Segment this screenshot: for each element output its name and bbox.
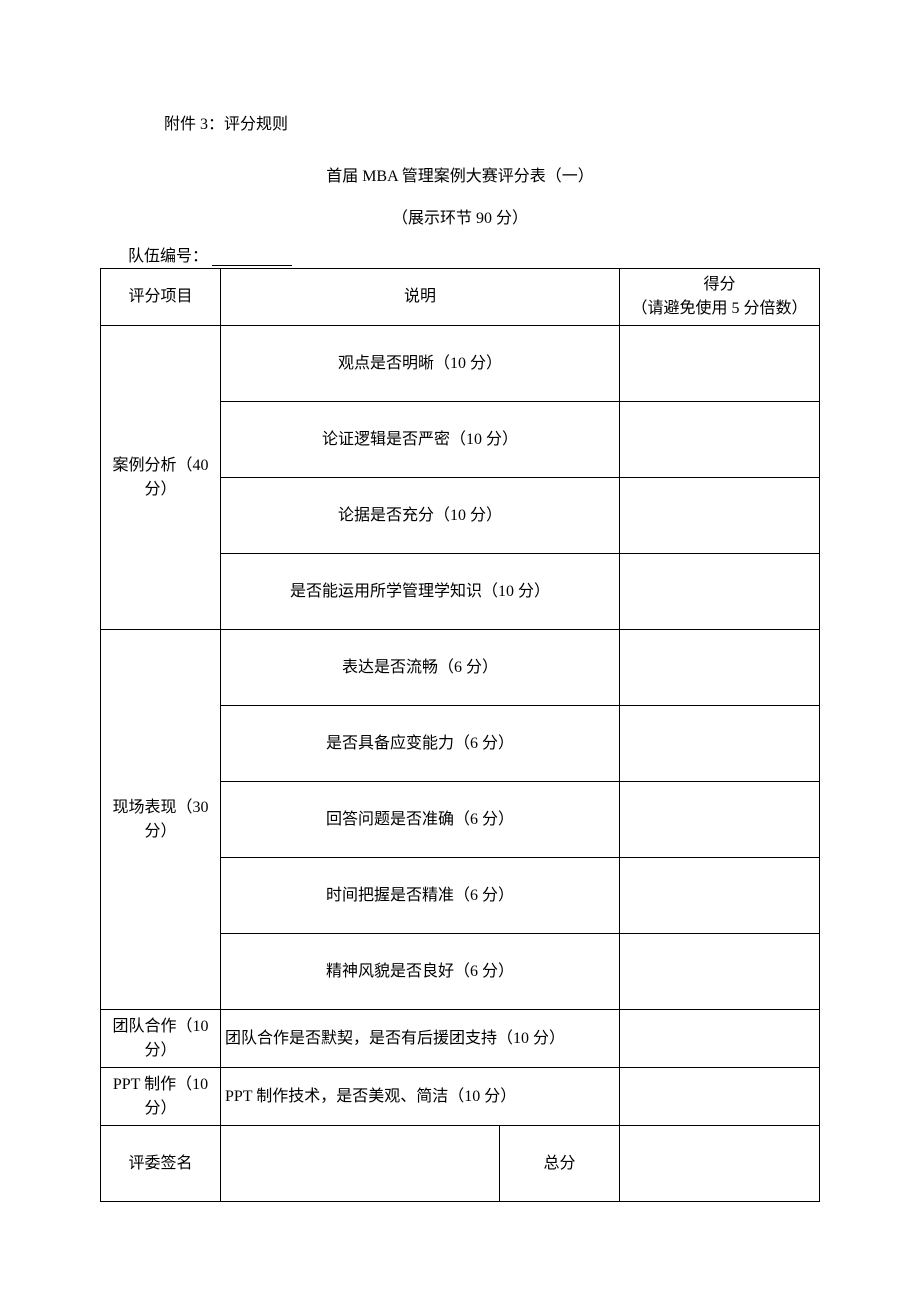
score-cell — [620, 630, 820, 706]
score-table: 评分项目 说明 得分 （请避免使用 5 分倍数） 案例分析（40分） 观点是否明… — [100, 268, 820, 1202]
team-number-blank — [212, 265, 292, 266]
subtitle: （展示环节 90 分） — [100, 204, 820, 228]
table-footer-row: 评委签名 总分 — [101, 1126, 820, 1202]
score-cell — [620, 934, 820, 1010]
criterion: 观点是否明晰（10 分） — [221, 326, 620, 402]
score-cell — [620, 858, 820, 934]
header-score-line1: 得分 — [703, 276, 735, 293]
team-number-line: 队伍编号： — [128, 242, 820, 266]
score-cell — [620, 326, 820, 402]
header-category: 评分项目 — [101, 269, 221, 326]
criterion: 是否能运用所学管理学知识（10 分） — [221, 554, 620, 630]
table-row: PPT 制作（10分） PPT 制作技术，是否美观、简洁（10 分） — [101, 1068, 820, 1126]
score-cell — [620, 478, 820, 554]
criterion: 回答问题是否准确（6 分） — [221, 782, 620, 858]
criterion: 是否具备应变能力（6 分） — [221, 706, 620, 782]
judge-sign-label: 评委签名 — [101, 1126, 221, 1202]
criterion: 表达是否流畅（6 分） — [221, 630, 620, 706]
score-cell — [620, 1068, 820, 1126]
table-row: 案例分析（40分） 观点是否明晰（10 分） — [101, 326, 820, 402]
criterion: PPT 制作技术，是否美观、简洁（10 分） — [221, 1068, 620, 1126]
judge-sign-cell — [221, 1126, 500, 1202]
criterion: 团队合作是否默契，是否有后援团支持（10 分） — [221, 1010, 620, 1068]
header-score: 得分 （请避免使用 5 分倍数） — [620, 269, 820, 326]
header-score-line2: （请避免使用 5 分倍数） — [631, 300, 807, 317]
table-row: 现场表现（30分） 表达是否流畅（6 分） — [101, 630, 820, 706]
table-row: 团队合作（10分） 团队合作是否默契，是否有后援团支持（10 分） — [101, 1010, 820, 1068]
total-cell — [620, 1126, 820, 1202]
category-case-analysis: 案例分析（40分） — [101, 326, 221, 630]
score-cell — [620, 782, 820, 858]
criterion: 精神风貌是否良好（6 分） — [221, 934, 620, 1010]
category-teamwork: 团队合作（10分） — [101, 1010, 221, 1068]
score-cell — [620, 554, 820, 630]
category-presence: 现场表现（30分） — [101, 630, 221, 1010]
score-cell — [620, 706, 820, 782]
title: 首届 MBA 管理案例大赛评分表（一） — [100, 162, 820, 186]
team-number-label: 队伍编号： — [128, 248, 208, 265]
header-description: 说明 — [221, 269, 620, 326]
score-cell — [620, 1010, 820, 1068]
score-cell — [620, 402, 820, 478]
criterion: 论证逻辑是否严密（10 分） — [221, 402, 620, 478]
attachment-label: 附件 3：评分规则 — [164, 110, 820, 134]
criterion: 论据是否充分（10 分） — [221, 478, 620, 554]
criterion: 时间把握是否精准（6 分） — [221, 858, 620, 934]
category-ppt: PPT 制作（10分） — [101, 1068, 221, 1126]
total-label: 总分 — [499, 1126, 619, 1202]
table-header-row: 评分项目 说明 得分 （请避免使用 5 分倍数） — [101, 269, 820, 326]
page: 附件 3：评分规则 首届 MBA 管理案例大赛评分表（一） （展示环节 90 分… — [0, 0, 920, 1262]
